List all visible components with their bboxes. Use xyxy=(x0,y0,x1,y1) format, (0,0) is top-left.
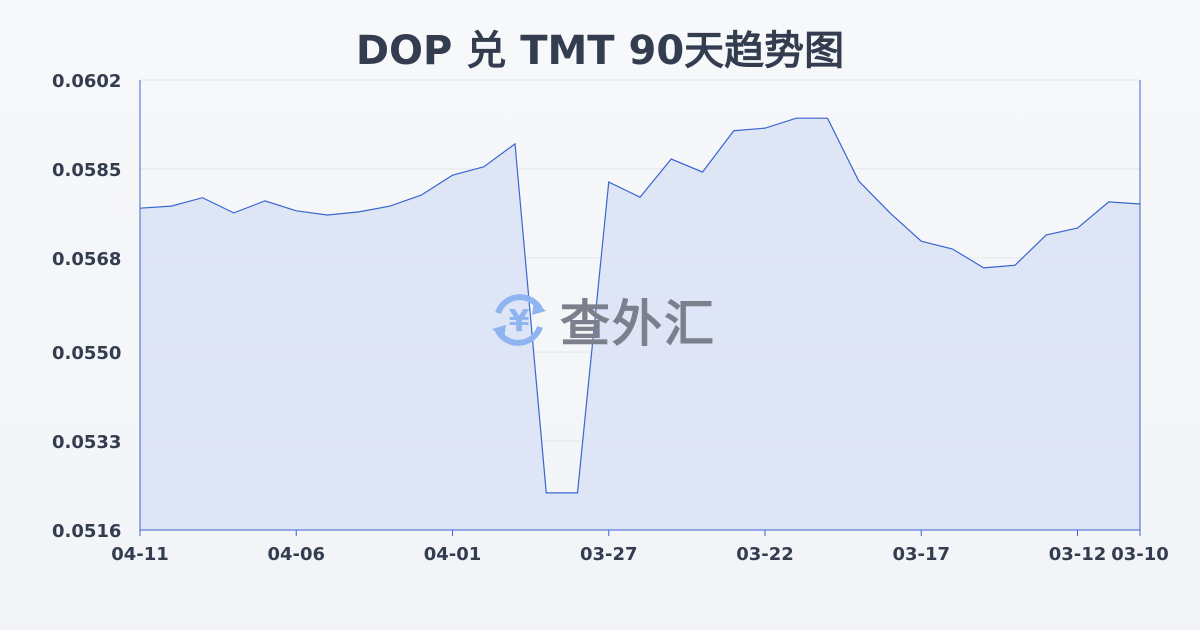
y-tick-label: 0.0516 xyxy=(52,521,121,542)
x-tick-label: 03-10 xyxy=(1111,544,1169,565)
y-tick-label: 0.0568 xyxy=(52,249,121,270)
area-fill xyxy=(140,118,1140,530)
x-tick-label: 03-22 xyxy=(736,544,794,565)
x-tick-label: 03-17 xyxy=(892,544,950,565)
svg-text:¥: ¥ xyxy=(509,304,530,339)
y-tick-label: 0.0585 xyxy=(52,160,121,181)
y-tick-label: 0.0550 xyxy=(52,343,121,364)
y-tick-label: 0.0602 xyxy=(52,71,121,92)
x-tick-label: 04-06 xyxy=(267,544,325,565)
watermark-text: 查外汇 xyxy=(560,295,716,353)
y-tick-label: 0.0533 xyxy=(52,432,121,453)
x-tick-label: 03-12 xyxy=(1049,544,1107,565)
x-tick-label: 04-11 xyxy=(111,544,169,565)
x-tick-label: 04-01 xyxy=(424,544,482,565)
yen-exchange-icon: ¥ xyxy=(492,294,546,346)
watermark: ¥ 查外汇 xyxy=(488,284,716,356)
x-tick-label: 03-27 xyxy=(580,544,638,565)
chart-title: DOP 兑 TMT 90天趋势图 xyxy=(355,28,845,74)
